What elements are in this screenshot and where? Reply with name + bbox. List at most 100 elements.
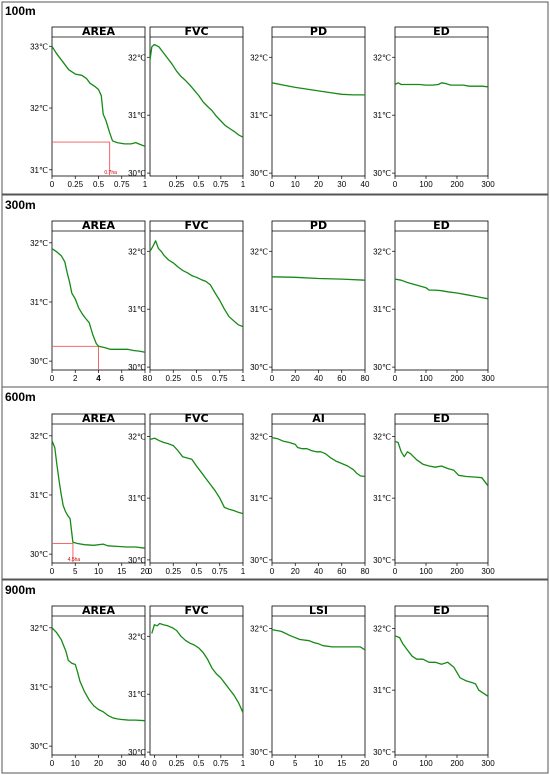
plot-frame (271, 220, 366, 371)
y-tick-label: 31℃ (373, 111, 391, 120)
y-tick-label: 31℃ (373, 305, 391, 314)
y-tick-label: 32℃ (250, 432, 268, 441)
x-tick-label: 15 (117, 567, 126, 576)
panel-title: AREA (82, 604, 115, 617)
x-tick-label: 0.25 (169, 180, 185, 189)
y-tick-label: 30℃ (250, 169, 268, 178)
panel-title: ED (433, 412, 450, 425)
row-label: 600m (5, 390, 36, 404)
series-line (51, 440, 146, 549)
x-tick-label: 10 (291, 180, 300, 189)
y-tick-label: 30℃ (250, 363, 268, 372)
x-tick-label: 100 (419, 180, 433, 189)
panel-title: PD (310, 25, 327, 38)
x-tick-label: 0.5 (191, 567, 203, 576)
x-tick-label: 15 (337, 759, 346, 768)
x-tick-label: 40 (314, 374, 323, 383)
x-tick-label: 80 (361, 374, 370, 383)
y-tick-label: 31℃ (128, 494, 146, 503)
x-tick-label: 0 (270, 567, 275, 576)
plot-frame (394, 220, 489, 371)
y-tick-label: 30℃ (373, 748, 391, 757)
x-tick-label: 200 (450, 759, 464, 768)
x-tick-label: 40 (141, 759, 150, 768)
panel-title: LSI (309, 604, 328, 617)
threshold-label: 4.5ha (68, 557, 81, 563)
x-tick-label: 0.75 (212, 567, 228, 576)
chart-panel: LSI 32℃ 31℃ 30℃0 5 10 15 20 (250, 604, 370, 768)
x-tick-label: 0 (393, 759, 398, 768)
x-tick-label: 40 (314, 567, 323, 576)
panel-title: AREA (82, 219, 115, 232)
series-line (149, 240, 244, 328)
panel-title: AREA (82, 25, 115, 38)
x-tick-label: 5 (293, 759, 298, 768)
y-tick-label: 32℃ (373, 247, 391, 256)
series-line (394, 440, 489, 487)
y-tick-label: 31℃ (373, 686, 391, 695)
series-line (271, 82, 365, 96)
x-tick-label: 20 (314, 180, 323, 189)
y-tick-label: 32℃ (250, 247, 268, 256)
row-label: 900m (5, 583, 36, 597)
x-tick-label: 0 (152, 759, 157, 768)
x-tick-label: 0.25 (165, 374, 181, 383)
plot-frame (149, 413, 244, 564)
y-tick-label: 32℃ (128, 432, 146, 441)
x-tick-label: 0 (393, 567, 398, 576)
x-tick-label: 200 (450, 567, 464, 576)
y-tick-label: 31℃ (30, 166, 48, 175)
y-tick-label: 30℃ (30, 742, 48, 751)
y-tick-label: 32℃ (373, 432, 391, 441)
plot-frame (51, 26, 146, 177)
y-tick-label: 30℃ (30, 550, 48, 559)
x-tick-label: 5 (73, 567, 78, 576)
chart-panel: ED 32℃ 31℃ 30℃0 100 200 300 (373, 604, 495, 768)
series-line (51, 627, 146, 722)
y-tick-label: 32℃ (128, 247, 146, 256)
x-tick-label: 20 (94, 759, 103, 768)
threshold-label: 0.7ha (104, 170, 117, 176)
x-tick-label: 1 (143, 180, 148, 189)
y-tick-label: 32℃ (128, 632, 146, 641)
x-tick-label: 10 (71, 759, 80, 768)
plot-frame (149, 220, 244, 371)
row-label: 100m (5, 4, 36, 18)
x-tick-label: 10 (314, 759, 323, 768)
y-tick-label: 30℃ (250, 748, 268, 757)
chart-panel: PD 32℃ 31℃ 30℃0 10 20 30 40 (250, 25, 370, 189)
plot-frame (271, 605, 366, 756)
threshold-line (52, 141, 111, 176)
chart-panel: FVC 32℃ 31℃ 30℃0 0.25 0.5 0.75 1 (128, 412, 246, 576)
x-tick-label: 0.75 (114, 180, 130, 189)
series-line (149, 43, 244, 138)
series-line (151, 622, 244, 713)
x-tick-label: 4 (96, 374, 101, 383)
plot-frame (394, 26, 489, 177)
y-tick-label: 32℃ (373, 624, 391, 633)
y-tick-label: 31℃ (128, 305, 146, 314)
y-tick-label: 32℃ (30, 432, 48, 441)
plot-frame (271, 26, 366, 177)
x-tick-label: 0 (50, 567, 55, 576)
x-tick-label: 300 (481, 180, 495, 189)
y-tick-label: 31℃ (30, 491, 48, 500)
series-line (271, 628, 366, 651)
x-tick-label: 0.5 (193, 759, 205, 768)
x-tick-label: 0.25 (165, 567, 181, 576)
x-tick-label: 0.25 (67, 180, 83, 189)
x-tick-label: 200 (450, 374, 464, 383)
x-tick-label: 20 (361, 759, 370, 768)
x-tick-label: 0.5 (93, 180, 105, 189)
y-tick-label: 31℃ (30, 298, 48, 307)
y-tick-label: 32℃ (30, 104, 48, 113)
y-tick-label: 30℃ (128, 748, 146, 757)
x-tick-label: 6 (120, 374, 125, 383)
chart-panel: ED 32℃ 31℃ 30℃0 100 200 300 (373, 412, 495, 576)
y-tick-label: 30℃ (128, 363, 146, 372)
series-line (51, 45, 146, 147)
y-tick-label: 30℃ (30, 357, 48, 366)
